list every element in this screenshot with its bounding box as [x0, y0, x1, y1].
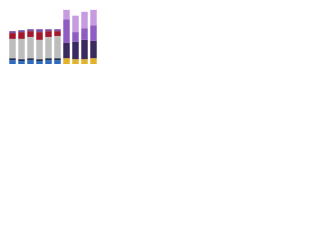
bar-segment — [18, 32, 25, 39]
bar-segment — [36, 39, 43, 60]
bar-segment — [90, 40, 97, 59]
bar-segment — [27, 31, 34, 37]
bar-segment — [36, 32, 43, 40]
bar-segment — [81, 28, 88, 40]
bar-segment — [45, 29, 52, 32]
bar-segment — [27, 60, 34, 64]
bar-segment — [45, 58, 52, 61]
bar-segment — [9, 31, 16, 34]
bar-segment — [9, 33, 16, 39]
bar-segment — [9, 58, 16, 61]
bar-segment — [90, 25, 97, 41]
bar-segment — [18, 30, 25, 33]
bar-segment — [45, 60, 52, 64]
bar-segment — [72, 41, 79, 60]
bar-segment — [36, 29, 43, 33]
bar-segment — [18, 59, 25, 62]
bar-segment — [18, 61, 25, 64]
bar-segment — [90, 9, 97, 26]
bar-segment — [36, 59, 43, 62]
bar-segment — [63, 42, 70, 59]
bar-segment — [27, 29, 34, 32]
bar-segment — [63, 9, 70, 20]
bar-segment — [81, 59, 88, 64]
bar-segment — [27, 58, 34, 61]
bar-segment — [63, 19, 70, 43]
bar-segment — [54, 60, 61, 64]
bar-segment — [72, 32, 79, 42]
bar-segment — [54, 29, 61, 32]
bar-segment — [36, 61, 43, 64]
bar-segment — [9, 60, 16, 64]
bar-segment — [54, 58, 61, 61]
bar-segment — [54, 31, 61, 36]
bar-segment — [72, 15, 79, 33]
bar-segment — [81, 11, 88, 29]
bar-segment — [27, 36, 34, 59]
bar-segment — [81, 39, 88, 60]
bar-segment — [63, 58, 70, 64]
bar-segment — [9, 38, 16, 59]
bar-segment — [45, 36, 52, 59]
bar-segment — [72, 59, 79, 64]
bar-segment — [90, 58, 97, 64]
chart — [9, 9, 97, 64]
bar-segment — [18, 38, 25, 60]
bar-segment — [45, 31, 52, 37]
bar-segment — [54, 35, 61, 59]
